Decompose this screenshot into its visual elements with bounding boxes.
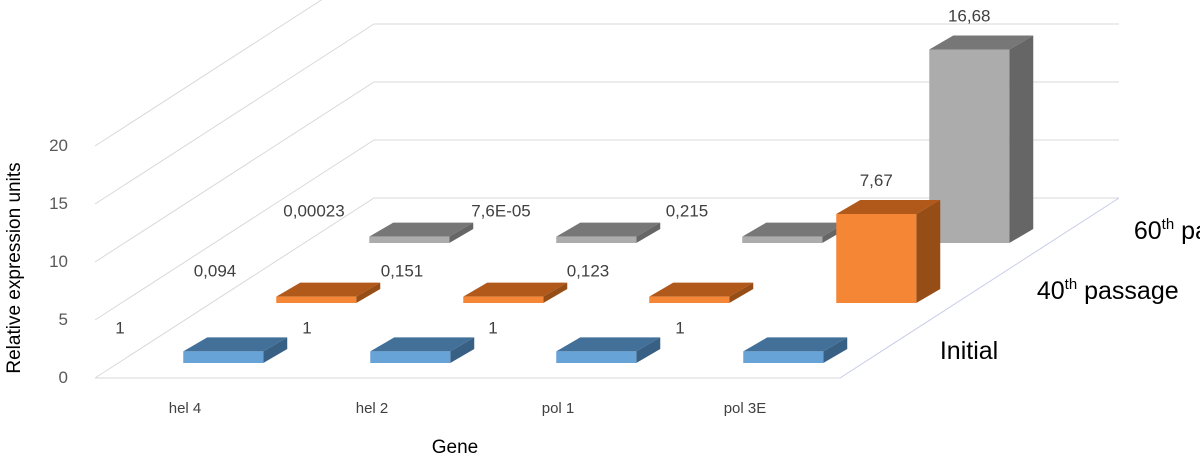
data-label: 1 bbox=[115, 318, 124, 337]
bar bbox=[369, 222, 474, 243]
chart-bars bbox=[183, 35, 1034, 363]
gridline bbox=[94, 81, 1119, 263]
gridline bbox=[94, 0, 323, 147]
y-tick-label: 10 bbox=[49, 252, 68, 271]
bar-front bbox=[369, 236, 450, 243]
y-axis-title: Relative expression units bbox=[4, 162, 25, 373]
data-label: 7,6E-05 bbox=[471, 202, 531, 221]
bar-top bbox=[556, 222, 661, 237]
x-tick-label: hel 4 bbox=[169, 400, 202, 417]
bar-side bbox=[543, 282, 568, 303]
bar-front bbox=[649, 296, 730, 303]
x-axis: hel 4 hel 2 pol 1 pol 3E bbox=[169, 400, 767, 417]
data-label: 0,151 bbox=[381, 262, 424, 281]
bar-side bbox=[450, 337, 475, 363]
bar bbox=[929, 35, 1034, 244]
bar-top bbox=[276, 282, 381, 297]
bar-front bbox=[556, 236, 637, 243]
bar-front bbox=[929, 49, 1010, 244]
bar bbox=[463, 282, 568, 303]
bar-front bbox=[556, 351, 637, 363]
bar-top bbox=[370, 337, 475, 352]
x-axis-title: Gene bbox=[432, 437, 478, 458]
bar-front bbox=[463, 296, 544, 303]
bar-front bbox=[836, 214, 917, 303]
bar-front bbox=[743, 351, 824, 363]
bar-top bbox=[183, 337, 288, 352]
data-label: 16,68 bbox=[948, 7, 991, 26]
data-label: 7,67 bbox=[860, 171, 893, 190]
data-label: 0,00023 bbox=[283, 202, 344, 221]
data-label: 1 bbox=[302, 318, 311, 337]
y-tick-label: 20 bbox=[49, 136, 68, 155]
bar bbox=[742, 222, 847, 243]
bar-top bbox=[836, 200, 941, 215]
bar-front bbox=[183, 351, 264, 363]
bar bbox=[556, 222, 661, 243]
data-label: 0,094 bbox=[194, 262, 237, 281]
data-label: 0,123 bbox=[567, 262, 610, 281]
bar-top bbox=[463, 282, 568, 297]
bar-top bbox=[743, 337, 848, 352]
depth-axis-line bbox=[839, 197, 1120, 379]
chart-gridlines bbox=[94, 0, 1120, 379]
bar bbox=[370, 337, 475, 363]
bar-top bbox=[649, 282, 754, 297]
bar-side bbox=[1009, 35, 1034, 244]
bar bbox=[836, 200, 941, 303]
y-axis: 0 5 10 15 20 bbox=[49, 136, 68, 387]
bar bbox=[649, 282, 754, 303]
gridline bbox=[94, 23, 1119, 205]
bar-side bbox=[263, 337, 288, 363]
bar bbox=[743, 337, 848, 363]
data-label: 1 bbox=[488, 318, 497, 337]
bar-front bbox=[742, 236, 823, 243]
bar-side bbox=[823, 337, 848, 363]
x-tick-label: pol 1 bbox=[542, 400, 575, 417]
bar-side bbox=[729, 282, 754, 303]
bar bbox=[183, 337, 288, 363]
x-tick-label: pol 3E bbox=[724, 400, 767, 417]
series-label: 40th passage bbox=[1037, 276, 1179, 305]
data-label: 0,215 bbox=[666, 202, 709, 221]
gridline bbox=[94, 139, 1119, 321]
y-tick-label: 0 bbox=[59, 368, 68, 387]
data-labels: 0,00023 7,6E-05 0,215 16,68 0,094 0,151 0,123 7… bbox=[115, 7, 990, 338]
series-label: Initial bbox=[940, 337, 998, 365]
bar-top bbox=[369, 222, 474, 237]
bar-front bbox=[370, 351, 451, 363]
y-tick-label: 15 bbox=[49, 194, 68, 213]
bar-side bbox=[916, 200, 941, 303]
data-label: 1 bbox=[675, 318, 684, 337]
bar-side bbox=[356, 282, 381, 303]
bar-top bbox=[929, 35, 1034, 50]
bar-side bbox=[636, 337, 661, 363]
bar-top bbox=[556, 337, 661, 352]
gridline bbox=[94, 197, 1119, 379]
series-axis: Initial 40th passage 60th passage bbox=[940, 216, 1200, 365]
bar-side bbox=[449, 222, 474, 243]
bar bbox=[556, 337, 661, 363]
bar-top bbox=[742, 222, 847, 237]
x-tick-label: hel 2 bbox=[356, 400, 389, 417]
bar bbox=[276, 282, 381, 303]
series-label: 60th passage bbox=[1134, 216, 1200, 245]
bar-front bbox=[276, 296, 357, 303]
y-tick-label: 5 bbox=[59, 310, 68, 329]
bar-side bbox=[636, 222, 661, 243]
